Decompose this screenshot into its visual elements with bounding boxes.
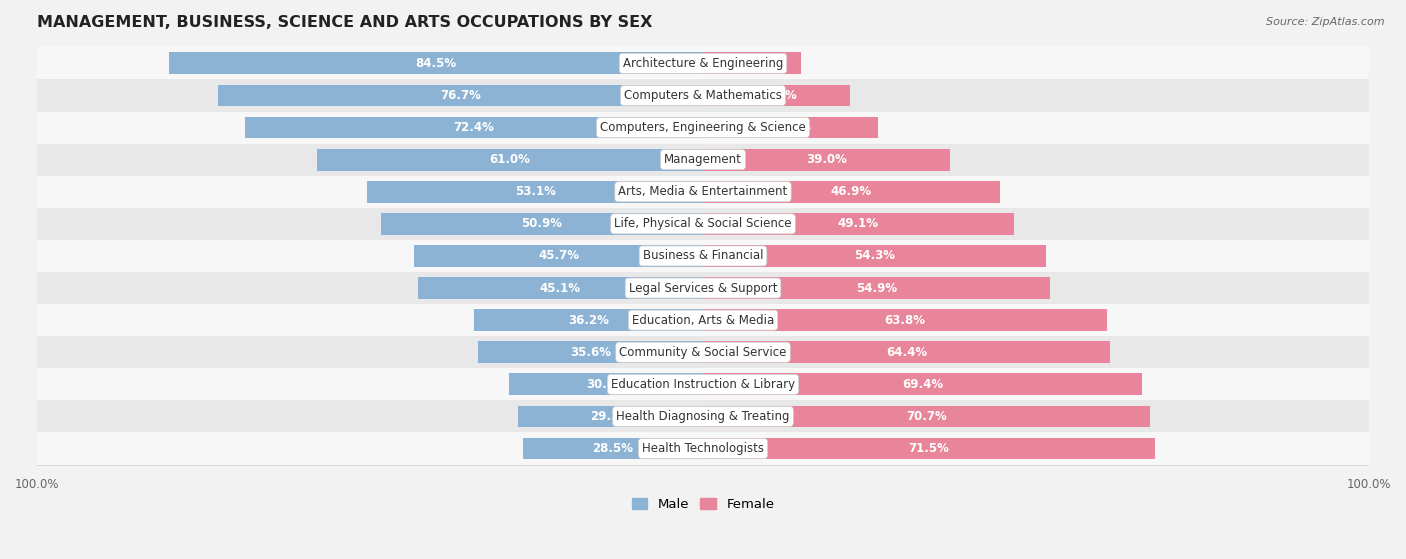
Text: 53.1%: 53.1% bbox=[515, 185, 555, 198]
Bar bbox=[4, 111, 1402, 144]
Text: Health Technologists: Health Technologists bbox=[643, 442, 763, 455]
Bar bbox=[703, 84, 851, 106]
Text: 23.3%: 23.3% bbox=[756, 89, 797, 102]
Bar bbox=[318, 149, 703, 170]
Bar bbox=[4, 176, 1402, 208]
Bar bbox=[703, 438, 1156, 459]
Text: Computers, Engineering & Science: Computers, Engineering & Science bbox=[600, 121, 806, 134]
Text: 54.3%: 54.3% bbox=[855, 249, 896, 262]
Bar bbox=[703, 181, 1000, 203]
Text: Health Diagnosing & Treating: Health Diagnosing & Treating bbox=[616, 410, 790, 423]
Text: Community & Social Service: Community & Social Service bbox=[619, 345, 787, 359]
Text: 35.6%: 35.6% bbox=[569, 345, 612, 359]
Text: 27.6%: 27.6% bbox=[770, 121, 811, 134]
Text: Computers & Mathematics: Computers & Mathematics bbox=[624, 89, 782, 102]
Bar bbox=[703, 213, 1014, 235]
Bar bbox=[474, 309, 703, 331]
Bar bbox=[478, 342, 703, 363]
Bar bbox=[418, 277, 703, 299]
Bar bbox=[517, 405, 703, 427]
Bar bbox=[4, 433, 1402, 465]
Text: 29.3%: 29.3% bbox=[591, 410, 631, 423]
Legend: Male, Female: Male, Female bbox=[626, 492, 780, 516]
Bar bbox=[703, 309, 1107, 331]
Text: 49.1%: 49.1% bbox=[838, 217, 879, 230]
Bar bbox=[703, 405, 1150, 427]
Bar bbox=[703, 373, 1142, 395]
Text: Source: ZipAtlas.com: Source: ZipAtlas.com bbox=[1267, 17, 1385, 27]
Bar bbox=[703, 53, 801, 74]
Bar bbox=[4, 48, 1402, 79]
Text: 72.4%: 72.4% bbox=[454, 121, 495, 134]
Text: 63.8%: 63.8% bbox=[884, 314, 925, 326]
Text: 50.9%: 50.9% bbox=[522, 217, 562, 230]
Bar bbox=[703, 149, 949, 170]
Text: Architecture & Engineering: Architecture & Engineering bbox=[623, 57, 783, 70]
Bar bbox=[523, 438, 703, 459]
Text: Arts, Media & Entertainment: Arts, Media & Entertainment bbox=[619, 185, 787, 198]
Text: 46.9%: 46.9% bbox=[831, 185, 872, 198]
Text: 54.9%: 54.9% bbox=[856, 282, 897, 295]
Text: Business & Financial: Business & Financial bbox=[643, 249, 763, 262]
Text: 15.5%: 15.5% bbox=[731, 57, 772, 70]
Text: 45.7%: 45.7% bbox=[538, 249, 579, 262]
Text: 69.4%: 69.4% bbox=[901, 378, 943, 391]
Bar bbox=[245, 117, 703, 139]
Text: Education, Arts & Media: Education, Arts & Media bbox=[631, 314, 775, 326]
Bar bbox=[4, 144, 1402, 176]
Bar bbox=[509, 373, 703, 395]
Text: 30.6%: 30.6% bbox=[586, 378, 627, 391]
Text: 64.4%: 64.4% bbox=[886, 345, 927, 359]
Bar bbox=[703, 277, 1050, 299]
Bar bbox=[4, 79, 1402, 111]
Bar bbox=[4, 304, 1402, 336]
Text: 70.7%: 70.7% bbox=[907, 410, 948, 423]
Text: 45.1%: 45.1% bbox=[540, 282, 581, 295]
Text: 28.5%: 28.5% bbox=[592, 442, 633, 455]
Bar bbox=[218, 84, 703, 106]
Text: Management: Management bbox=[664, 153, 742, 166]
Text: Education Instruction & Library: Education Instruction & Library bbox=[612, 378, 794, 391]
Bar bbox=[703, 117, 877, 139]
Text: 84.5%: 84.5% bbox=[415, 57, 457, 70]
Bar bbox=[4, 336, 1402, 368]
Bar bbox=[169, 53, 703, 74]
Bar bbox=[4, 368, 1402, 400]
Bar bbox=[4, 208, 1402, 240]
Bar bbox=[4, 400, 1402, 433]
Text: 71.5%: 71.5% bbox=[908, 442, 949, 455]
Text: 36.2%: 36.2% bbox=[568, 314, 609, 326]
Text: Legal Services & Support: Legal Services & Support bbox=[628, 282, 778, 295]
Text: 39.0%: 39.0% bbox=[806, 153, 846, 166]
Text: 76.7%: 76.7% bbox=[440, 89, 481, 102]
Bar bbox=[381, 213, 703, 235]
Bar bbox=[703, 245, 1046, 267]
Bar bbox=[703, 342, 1111, 363]
Text: 61.0%: 61.0% bbox=[489, 153, 530, 166]
Bar bbox=[4, 240, 1402, 272]
Bar bbox=[4, 272, 1402, 304]
Bar bbox=[413, 245, 703, 267]
Text: MANAGEMENT, BUSINESS, SCIENCE AND ARTS OCCUPATIONS BY SEX: MANAGEMENT, BUSINESS, SCIENCE AND ARTS O… bbox=[37, 15, 652, 30]
Text: Life, Physical & Social Science: Life, Physical & Social Science bbox=[614, 217, 792, 230]
Bar bbox=[367, 181, 703, 203]
